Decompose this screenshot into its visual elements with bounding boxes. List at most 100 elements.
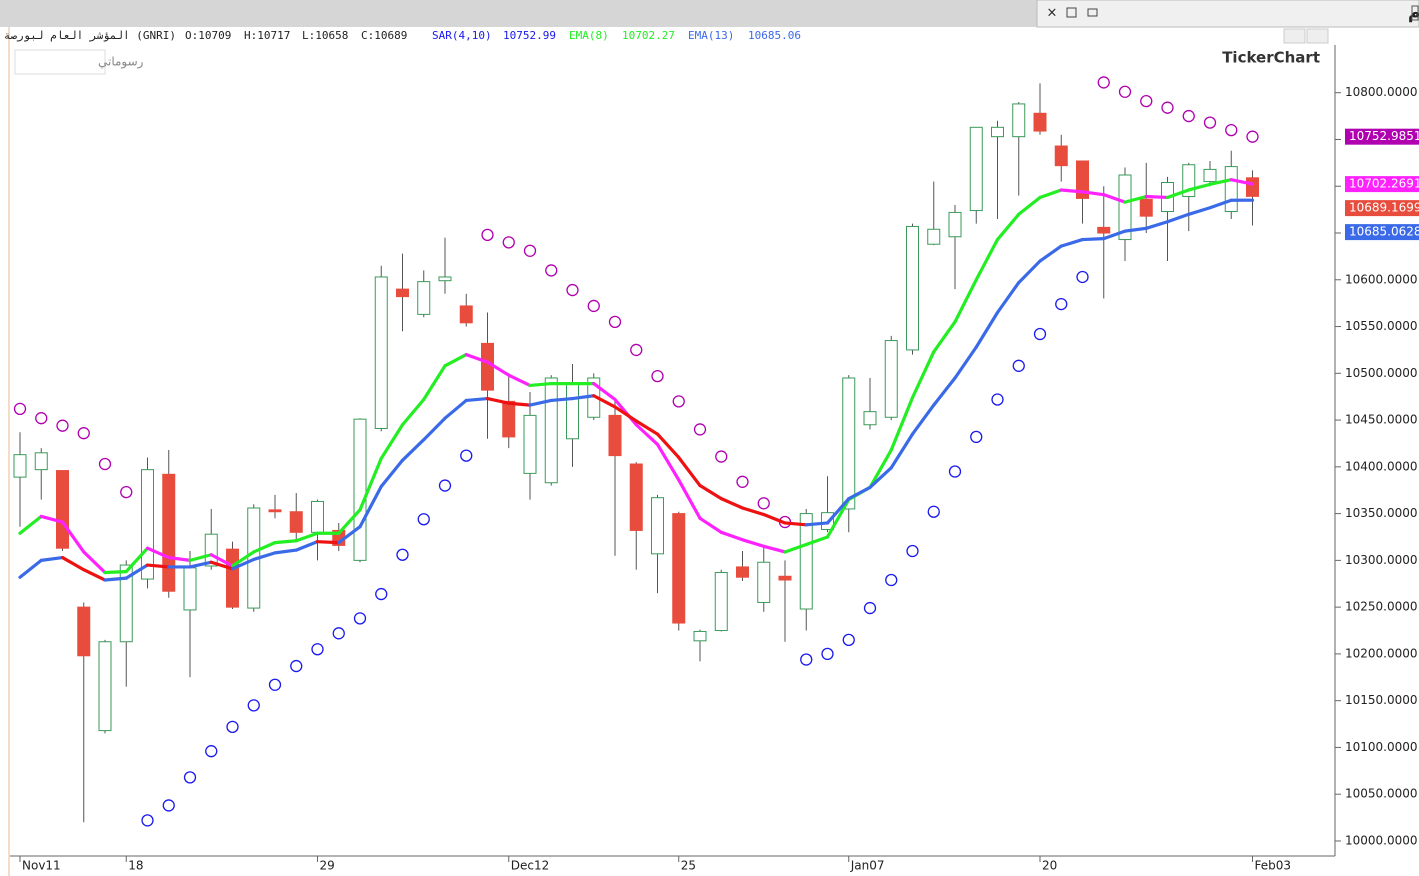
candle-body bbox=[98, 641, 112, 732]
indicator-line bbox=[337, 525, 362, 545]
price-marker bbox=[1345, 128, 1419, 145]
sar-dot bbox=[1161, 101, 1174, 114]
indicator-line bbox=[825, 497, 851, 539]
sar-dot bbox=[630, 343, 643, 357]
sar-dot bbox=[226, 720, 239, 734]
indicator-line bbox=[1165, 188, 1191, 200]
candle-body bbox=[1139, 198, 1153, 217]
indicator-line bbox=[1229, 178, 1255, 186]
indicator-line bbox=[209, 553, 235, 568]
drawings-button[interactable] bbox=[14, 49, 106, 75]
indicator-line bbox=[634, 423, 660, 446]
title-icon bbox=[1411, 5, 1419, 21]
candle-body bbox=[672, 513, 686, 624]
sar-dot bbox=[715, 450, 728, 463]
indicator-line bbox=[167, 555, 192, 562]
candle-body bbox=[842, 377, 856, 510]
sar-dot bbox=[120, 485, 133, 499]
sar-dot bbox=[736, 475, 749, 488]
sar-dot bbox=[991, 393, 1004, 406]
x-tick-label: Dec12 bbox=[511, 859, 550, 873]
indicator-line bbox=[655, 442, 681, 482]
indicator-line bbox=[337, 508, 362, 535]
indicator-line bbox=[1123, 194, 1148, 204]
x-tick-label: 20 bbox=[1042, 859, 1057, 873]
sar-dot bbox=[1118, 85, 1132, 98]
sar-dot bbox=[1012, 359, 1025, 372]
indicator-line bbox=[60, 555, 86, 572]
indicator-line bbox=[400, 397, 426, 427]
x-tick-label: Nov11 bbox=[22, 859, 61, 873]
drawings-label[interactable]: رسوماتي bbox=[98, 55, 144, 70]
indicator-line bbox=[103, 569, 128, 575]
sar-dot bbox=[162, 799, 175, 812]
sar-dot bbox=[842, 633, 855, 647]
indicator-line bbox=[528, 381, 553, 388]
pane-settings[interactable] bbox=[1306, 28, 1329, 44]
sar-dot bbox=[970, 430, 983, 444]
sar-dot bbox=[821, 647, 834, 661]
indicator-line bbox=[252, 540, 277, 554]
restore-button[interactable] bbox=[1066, 7, 1077, 18]
y-tick-label: 10800.0000 bbox=[1345, 85, 1418, 99]
candle-body bbox=[736, 566, 749, 578]
y-tick-label: 10450.0000 bbox=[1345, 413, 1418, 427]
info-text: L:10658 bbox=[302, 29, 348, 42]
indicator-line bbox=[719, 530, 745, 542]
indicator-line bbox=[485, 396, 511, 405]
indicator-line bbox=[1059, 188, 1085, 194]
y-tick-label: 10500.0000 bbox=[1345, 366, 1418, 380]
x-tick-label: 25 bbox=[681, 859, 696, 873]
indicator-line bbox=[677, 455, 702, 488]
indicator-line bbox=[698, 516, 723, 534]
candle-body bbox=[1054, 145, 1068, 167]
indicator-line bbox=[82, 550, 107, 575]
candle-body bbox=[991, 126, 1004, 138]
indicator-line bbox=[273, 548, 298, 555]
indicator-line bbox=[613, 405, 638, 423]
sar-dot bbox=[693, 423, 707, 436]
sar-dot bbox=[1182, 109, 1195, 123]
indicator-line bbox=[1059, 237, 1085, 248]
sar-dot bbox=[1246, 130, 1259, 143]
y-tick-label: 10250.0000 bbox=[1345, 600, 1418, 614]
maximize-pane[interactable] bbox=[1283, 28, 1306, 44]
indicator-line bbox=[294, 540, 320, 552]
indicator-line bbox=[188, 560, 213, 569]
indicator-line bbox=[1144, 220, 1170, 230]
info-text: EMA(8) bbox=[569, 29, 609, 42]
indicator-line bbox=[889, 432, 915, 470]
candle-body bbox=[502, 400, 516, 438]
sar-dot bbox=[651, 369, 664, 383]
candle-body bbox=[714, 572, 728, 632]
sar-dot bbox=[1033, 327, 1047, 341]
indicator-line bbox=[995, 280, 1021, 315]
indicator-line bbox=[1187, 206, 1212, 216]
indicator-line bbox=[825, 497, 851, 525]
indicator-line bbox=[698, 483, 723, 501]
sar-dot bbox=[460, 449, 473, 462]
sar-dot bbox=[56, 419, 69, 432]
close-button[interactable]: × bbox=[1047, 6, 1058, 21]
sar-dot bbox=[353, 612, 367, 625]
y-tick-label: 10150.0000 bbox=[1345, 693, 1418, 707]
indicator-line bbox=[804, 535, 830, 547]
indicator-line bbox=[82, 568, 107, 582]
indicator-line bbox=[507, 401, 532, 407]
indicator-line bbox=[910, 350, 936, 400]
sar-dot bbox=[332, 627, 345, 640]
candle-body bbox=[608, 414, 622, 457]
indicator-line bbox=[804, 521, 830, 527]
sar-dot bbox=[183, 771, 197, 784]
candle-body bbox=[1097, 226, 1111, 234]
logo: TickerChart bbox=[1222, 49, 1320, 67]
indicator-line bbox=[1102, 229, 1127, 241]
candle-body bbox=[289, 511, 303, 533]
minimize-button[interactable] bbox=[1087, 8, 1098, 17]
indicator-line bbox=[145, 546, 171, 560]
candle-body bbox=[77, 606, 91, 657]
candle-body bbox=[863, 411, 877, 426]
candle-body bbox=[226, 548, 239, 608]
